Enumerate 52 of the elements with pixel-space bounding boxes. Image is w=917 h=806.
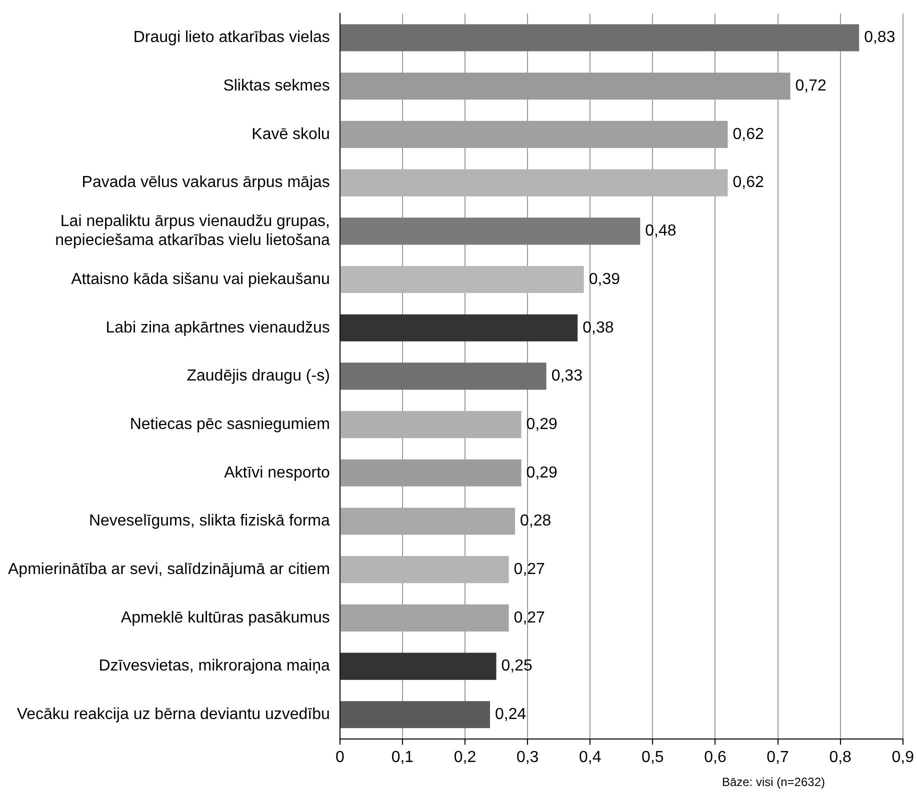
data-label: 0,72	[795, 78, 827, 95]
bar	[340, 218, 640, 245]
data-label: 0,62	[732, 174, 764, 192]
data-label: 0,62	[732, 126, 764, 143]
data-label: 0,48	[645, 222, 676, 240]
y-tick-label: Netiecas pēc sasniegumiem	[130, 416, 330, 433]
bar	[340, 266, 584, 294]
y-tick-label: Dzīvesvietas, mikrorajona maiņa	[98, 658, 330, 675]
y-tick-label: Zaudējis draugu (-s)	[186, 368, 330, 385]
y-tick-label: Apmierinātība ar sevi, salīdzinājumā ar citiem	[8, 560, 330, 578]
x-tick-label: 0,4	[578, 748, 602, 766]
data-label: 0,29	[526, 464, 558, 482]
x-tick-label: 0,8	[829, 748, 852, 766]
bar	[340, 169, 728, 196]
y-tick-label: Pavada vēlus vakarus ārpus mājas	[82, 174, 330, 192]
y-tick-label: Neveselīgums, slikta fiziskā forma	[88, 512, 330, 530]
x-tick-label: 0,6	[704, 748, 726, 766]
x-tick-label: 0,3	[516, 748, 539, 766]
x-tick-label: 0,5	[642, 748, 664, 766]
y-tick-label: Lai nepaliktu ārpus vienaudžu grupas, nepieciešama atkarības vielu lietošana	[55, 212, 330, 250]
data-label: 0,25	[501, 658, 533, 675]
text: Bāze: visi (n=2632)	[720, 775, 825, 789]
data-label: 0,33	[551, 368, 583, 385]
y-tick-label: Vecāku reakcija uz bērna deviantu uzvedību	[16, 706, 330, 724]
bar	[340, 556, 509, 584]
data-label: 0,27	[514, 560, 546, 578]
y-tick-label: Attaisno kāda sišanu vai piekaušanu	[71, 270, 330, 288]
bar	[340, 24, 860, 52]
y-tick-label: Aktīvi nesporto	[224, 464, 330, 482]
data-label: 0,28	[520, 512, 552, 530]
data-label: 0,29	[526, 416, 558, 433]
x-tick-label: 0,7	[766, 748, 789, 766]
bar	[340, 652, 496, 680]
bar	[340, 314, 578, 342]
y-tick-label: Sliktas sekmes	[223, 78, 330, 95]
x-tick-label: 0,2	[454, 748, 476, 766]
data-label: 0,83	[864, 29, 896, 46]
bar	[340, 508, 516, 535]
y-tick-label: Draugi lieto atkarības vielas	[133, 29, 330, 46]
data-label: 0,24	[495, 706, 526, 724]
bar	[340, 701, 490, 728]
x-tick-label: 0,9	[892, 748, 914, 766]
y-tick-label: Kavē skolu	[252, 126, 330, 143]
x-tick-label: 0	[335, 748, 344, 766]
data-label: 0,39	[588, 270, 620, 288]
bar	[340, 411, 522, 438]
data-label: 0,27	[514, 609, 546, 626]
bar	[340, 362, 546, 390]
data-label: 0,38	[582, 319, 614, 336]
y-tick-label: Apmeklē kultūras pasākumus	[120, 609, 330, 626]
x-tick-label: 0,1	[391, 748, 414, 766]
y-tick-label: Labi zina apkārtnes vienaudžus	[106, 319, 330, 336]
